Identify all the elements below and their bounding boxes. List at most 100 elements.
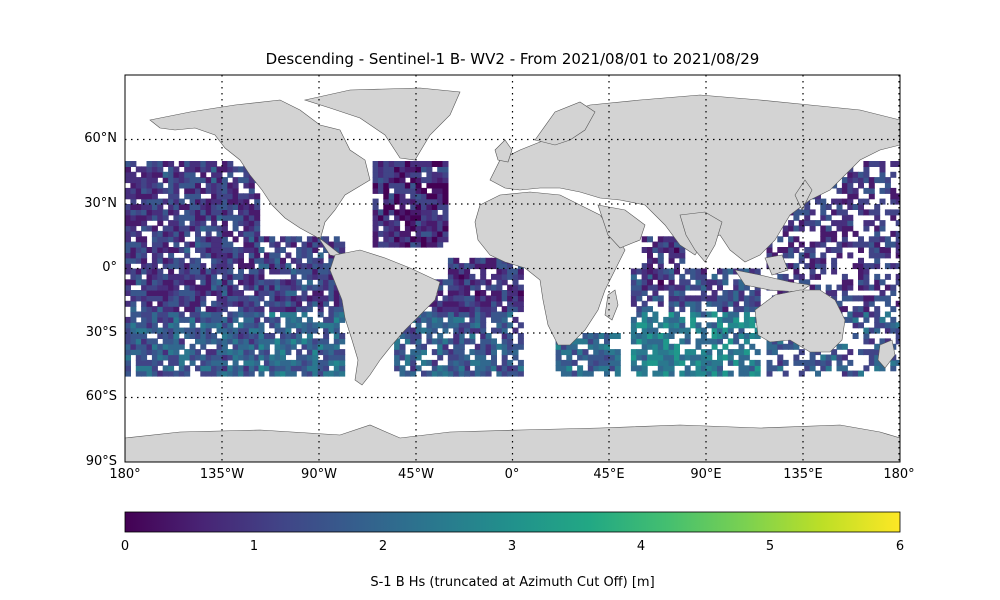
swath-cell [254, 230, 261, 237]
swath-cell [141, 263, 148, 270]
swath-cell [437, 166, 444, 173]
swath-cell [831, 349, 838, 356]
swath-cell [178, 354, 185, 361]
swath-cell [749, 365, 756, 372]
swath-cell [248, 365, 255, 372]
swath-cell [221, 343, 228, 350]
swath-cell [141, 365, 148, 372]
swath-cell [189, 198, 196, 205]
swath-cell [290, 241, 297, 248]
swath-cell [690, 370, 697, 377]
swath-cell [630, 333, 637, 339]
swath-cell [820, 225, 827, 232]
swath-cell [560, 370, 567, 377]
swath-cell [238, 365, 244, 372]
swath-cell [301, 354, 308, 361]
swath-cell [189, 263, 196, 270]
swath-cell [184, 187, 191, 194]
swath-cell [469, 279, 476, 286]
swath-cell [652, 241, 659, 248]
swath-cell [695, 338, 702, 345]
swath-cell [258, 273, 265, 280]
swath-cell [135, 327, 142, 334]
swath-cell [130, 225, 137, 232]
swath-cell [280, 333, 286, 339]
swath-cell [663, 241, 670, 248]
swath-cell [738, 370, 745, 377]
swath-cell [874, 177, 881, 184]
swath-cell [248, 311, 255, 318]
swath-cell [722, 333, 729, 339]
swath-cell [421, 311, 427, 318]
swath-cell [232, 359, 239, 366]
swath-cell [248, 333, 255, 339]
swath-cell [195, 268, 201, 275]
swath-cell [195, 187, 201, 194]
swath-cell [410, 338, 417, 345]
swath-cell [874, 257, 881, 264]
swath-cell [404, 161, 411, 167]
swath-cell [227, 252, 234, 259]
swath-cell [195, 290, 201, 296]
swath-cell [238, 257, 244, 264]
swath-cell [157, 290, 164, 296]
swath-cell [211, 177, 218, 184]
swath-cell [717, 300, 723, 307]
swath-cell [151, 306, 158, 313]
swath-cell [394, 230, 401, 237]
swath-cell [825, 225, 832, 232]
swath-cell [512, 284, 519, 291]
swath-cell [868, 187, 875, 194]
swath-cell [141, 209, 148, 216]
swath-cell [507, 370, 514, 377]
swath-cell [269, 306, 276, 313]
swath-cell [184, 247, 191, 253]
swath-cell [485, 311, 492, 318]
swath-cell [437, 343, 444, 350]
swath-cell [447, 300, 454, 307]
swath-cell [496, 311, 503, 318]
swath-cell [507, 338, 514, 345]
swath-cell [798, 225, 805, 232]
swath-cell [657, 284, 664, 291]
swath-cell [727, 311, 734, 318]
swath-cell [577, 354, 584, 361]
swath-cell [798, 252, 805, 259]
swath-cell [125, 333, 131, 339]
swath-cell [749, 370, 756, 377]
swath-cell [227, 257, 234, 264]
swath-cell [168, 209, 175, 216]
swath-cell [216, 257, 223, 264]
swath-cell [248, 322, 255, 329]
swath-cell [647, 268, 653, 275]
swath-cell [657, 338, 664, 345]
swath-cell [254, 214, 261, 221]
swath-cell [717, 306, 723, 313]
swath-cell [399, 230, 406, 237]
swath-cell [809, 220, 816, 227]
swath-cell [394, 220, 401, 227]
swath-cell [782, 225, 789, 232]
swath-cell [825, 247, 832, 253]
swath-cell [178, 225, 185, 232]
swath-cell [162, 338, 169, 345]
swath-cell [437, 370, 444, 377]
swath-cell [426, 171, 433, 178]
swath-cell [141, 311, 148, 318]
swath-cell [453, 279, 460, 286]
swath-cell [205, 273, 212, 280]
north-america-land [149, 99, 371, 259]
swath-cell [130, 349, 137, 356]
swath-cell [474, 306, 481, 313]
swath-cell [798, 273, 805, 280]
swath-cell [243, 370, 250, 377]
swath-cell [135, 279, 142, 286]
swath-cell [743, 284, 750, 291]
swath-cell [415, 187, 422, 194]
swath-cell [442, 171, 449, 178]
lon-tick-label: 135°E [783, 467, 823, 482]
swath-cell [442, 311, 449, 318]
swath-cell [809, 273, 816, 280]
swath-cell [258, 311, 265, 318]
swath-cell [130, 295, 137, 302]
